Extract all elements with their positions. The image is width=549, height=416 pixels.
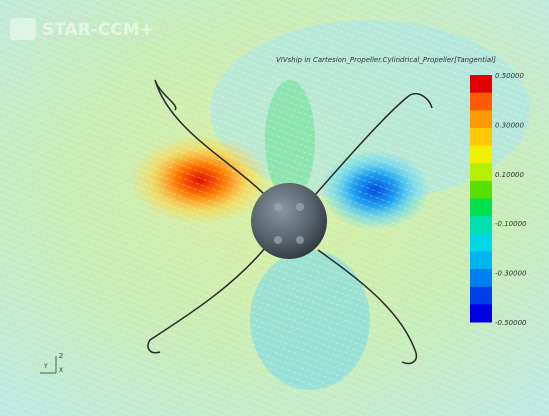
colorbar-label: 0.30000 <box>495 121 524 129</box>
colorbar-band <box>470 93 492 111</box>
colorbar-label: -0.10000 <box>495 220 527 228</box>
logo-icon <box>10 18 36 40</box>
colorbar-band <box>470 181 492 199</box>
colorbar-band <box>470 146 492 164</box>
logo: STAR-CCM+ <box>42 20 154 40</box>
hub-highlight <box>296 236 304 244</box>
colorbar-band <box>470 304 492 322</box>
hub <box>251 183 327 259</box>
colorbar-band <box>470 163 492 181</box>
colorbar-band <box>470 75 492 93</box>
colorbar-band <box>470 110 492 128</box>
colorbar-label: 0.50000 <box>495 72 524 80</box>
colorbar-label: -0.30000 <box>495 270 527 278</box>
colorbar-band <box>470 234 492 252</box>
axis-label: Y <box>43 363 48 370</box>
colorbar-label: 0.10000 <box>495 171 524 179</box>
colorbar-label: -0.50000 <box>495 319 527 327</box>
axis-label: X <box>59 367 63 374</box>
plot-title: VIVship in Cartesion_Propeller.Cylindric… <box>276 56 496 64</box>
colorbar-band <box>470 251 492 269</box>
colorbar-band <box>470 128 492 146</box>
axis-label: Z <box>59 353 63 360</box>
hub-highlight <box>274 203 282 211</box>
colorbar-band <box>470 199 492 217</box>
simulation-view: STAR-CCM+ VIVship in Cartesion_Propeller… <box>0 0 549 416</box>
colorbar-band <box>470 216 492 234</box>
page: STAR-CCM+ VIVship in Cartesion_Propeller… <box>0 0 549 416</box>
colorbar-band <box>470 287 492 305</box>
colorbar-band <box>470 269 492 287</box>
hub-highlight <box>296 203 304 211</box>
hub-highlight <box>274 236 282 244</box>
